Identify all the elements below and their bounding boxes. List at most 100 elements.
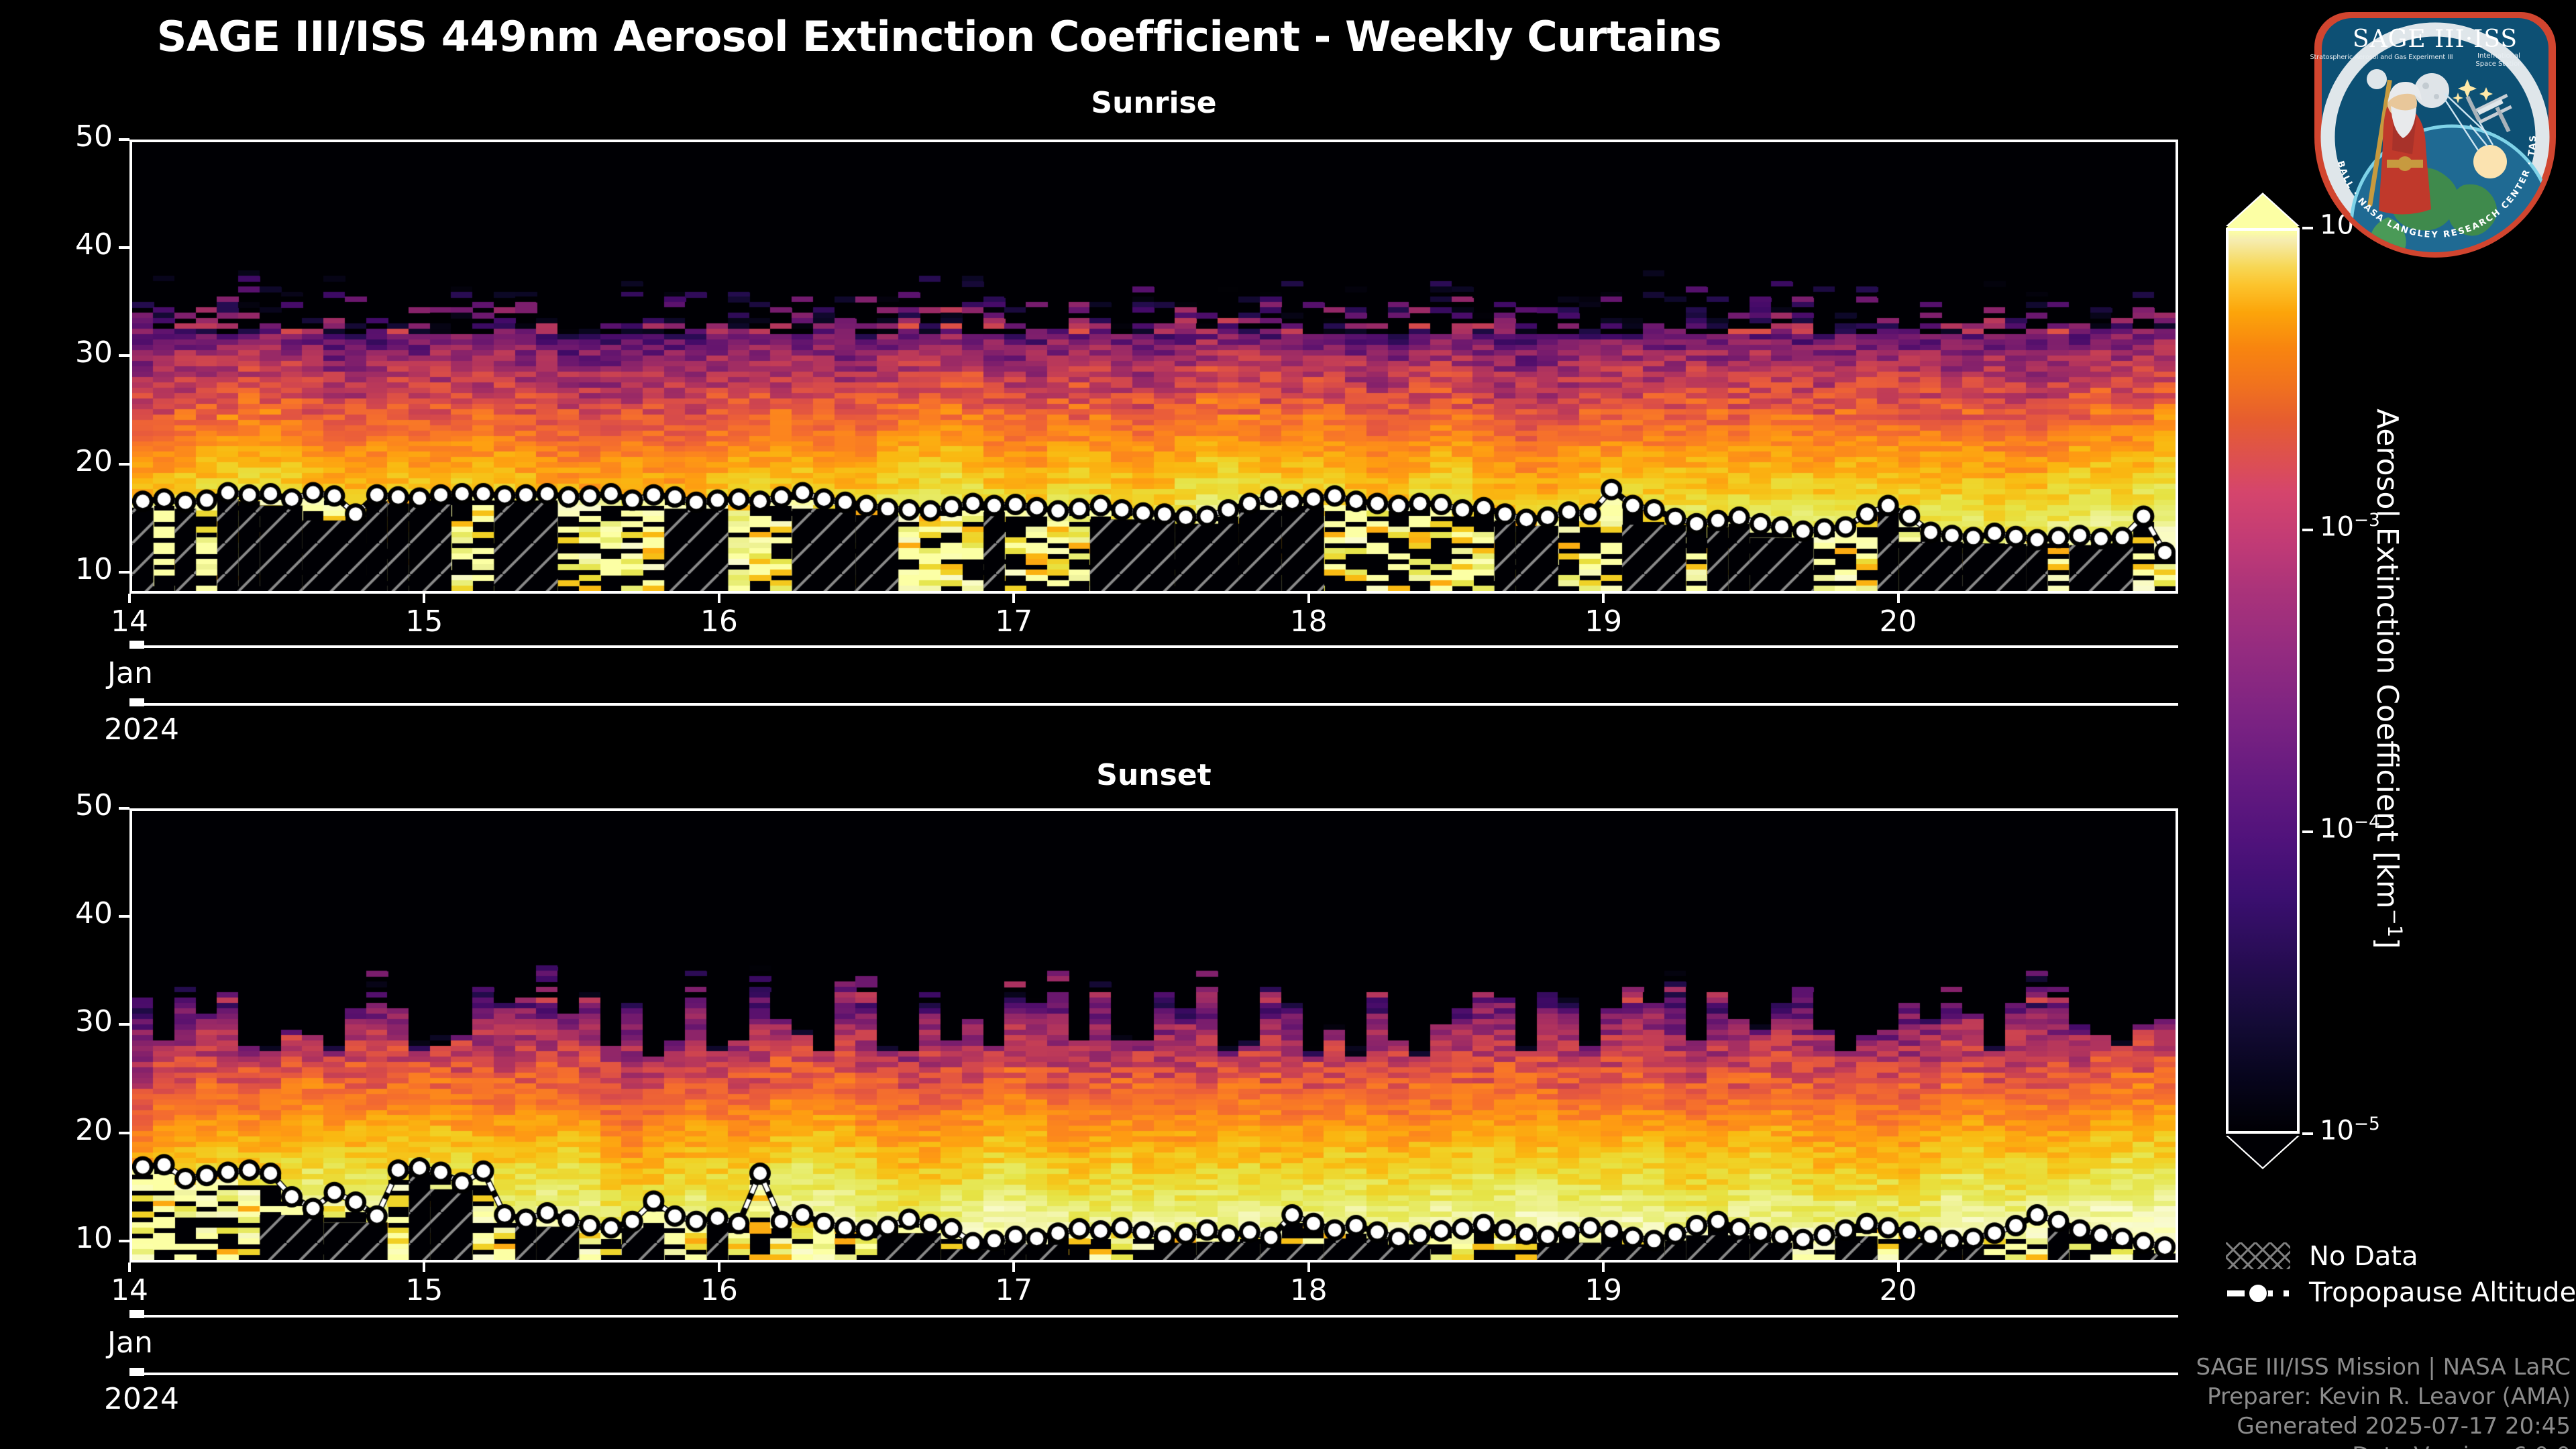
x-tick-mark-18 [1307,1263,1310,1272]
x-axis-month-rule-sunrise [129,645,2178,648]
y-tick-label-40: 40 [75,227,113,262]
heatmap-canvas-sunset [132,811,2176,1260]
x-axis-month-label-sunset: Jan [107,1326,153,1360]
legend: No Data Tropopause Altitude [2226,1238,2576,1311]
patch-iss [2465,93,2512,133]
x-axis-month-label-sunrise: Jan [107,656,153,690]
y-tick-mark-50 [119,138,129,141]
x-axis-year-label-sunrise: 2024 [104,712,179,747]
x-tick-mark-20 [1896,594,1900,603]
patch-subtitle-left: Stratospheric Aerosol and Gas Experiment… [2310,54,2453,61]
y-tick-label-40: 40 [75,896,113,931]
y-tick-label-10: 10 [75,551,113,586]
colorbar-under-arrow [2226,1134,2300,1167]
x-axis-year-rule-sunrise [129,703,2178,706]
y-tick-label-20: 20 [75,1112,113,1147]
x-axis-month-tick-sunset [129,1310,144,1318]
x-tick-mark-19 [1602,1263,1605,1272]
legend-item-tropopause[interactable]: Tropopause Altitude [2226,1275,2576,1311]
y-tick-label-50: 50 [75,119,113,154]
y-tick-label-50: 50 [75,788,113,822]
footer-line-preparer: Preparer: Kevin R. Leavor (AMA) [2207,1383,2571,1410]
x-tick-mark-20 [1896,1263,1900,1272]
x-tick-mark-19 [1602,594,1605,603]
legend-label-no-data: No Data [2309,1241,2418,1272]
x-tick-label-20: 20 [1879,1273,1917,1307]
colorbar-tick-label-−5: 10−5 [2320,1114,2380,1146]
x-tick-label-20: 20 [1879,604,1917,639]
colorbar-gradient [2226,228,2300,1134]
x-tick-mark-14 [128,594,131,603]
sage-iii-iss-mission-patch-logo: SAGE III·ISS Stratospheric Aerosol and G… [2304,0,2563,260]
colorbar [2226,195,2306,1167]
panel-title-sunrise: Sunrise [1091,86,1217,120]
x-axis-year-rule-sunset [129,1373,2178,1375]
y-tick-mark-40 [119,915,129,918]
patch-title: SAGE III·ISS [2353,25,2518,53]
colorbar-tick-label-−3: 10−3 [2320,510,2380,543]
colorbar-tick-mark-−3 [2302,529,2313,531]
patch-figure [2367,69,2431,215]
x-tick-label-19: 19 [1585,1273,1623,1307]
x-tick-mark-17 [1012,1263,1016,1272]
x-tick-mark-17 [1012,594,1016,603]
y-tick-mark-50 [119,807,129,810]
footer-credits: SAGE III/ISS Mission | NASA LaRC Prepare… [2196,1352,2571,1449]
x-axis-year-label-sunset: 2024 [104,1382,179,1416]
no-data-hatch-swatch [2226,1242,2290,1269]
x-axis-month-rule-sunset [129,1315,2178,1318]
x-tick-mark-14 [128,1263,131,1272]
patch-stars [2453,79,2493,103]
y-tick-label-10: 10 [75,1220,113,1255]
y-tick-mark-10 [119,570,129,574]
y-tick-mark-40 [119,246,129,250]
legend-label-tropopause: Tropopause Altitude [2309,1277,2576,1308]
x-tick-mark-15 [423,594,426,603]
patch-subtitle-right-2: Space Station [2475,60,2522,68]
panel-title-sunset: Sunset [1096,758,1212,792]
plot-area-sunset[interactable] [129,808,2178,1263]
footer-line-mission: SAGE III/ISS Mission | NASA LaRC [2196,1354,2571,1381]
x-axis-year-tick-sunrise [129,698,144,706]
x-tick-label-18: 18 [1289,1273,1328,1307]
dashed-line-with-circle-icon [2227,1283,2289,1303]
x-tick-label-16: 16 [700,1273,738,1307]
x-tick-label-15: 15 [405,1273,443,1307]
colorbar-tick-mark-−4 [2302,830,2313,833]
x-tick-mark-18 [1307,594,1310,603]
heatmap-canvas-sunrise [132,142,2176,591]
x-tick-label-15: 15 [405,604,443,639]
colorbar-label: Aerosol Extinction Coefficient [km−1] [2370,409,2406,949]
patch-sun [2473,145,2507,178]
x-tick-label-17: 17 [995,1273,1033,1307]
y-tick-mark-20 [119,1131,129,1134]
colorbar-over-arrow [2226,195,2300,228]
y-tick-label-20: 20 [75,443,113,478]
y-tick-mark-10 [119,1239,129,1242]
x-axis-month-tick-sunrise [129,641,144,649]
footer-line-version: Data Version: 6.0.0 [2196,1441,2571,1449]
y-tick-label-30: 30 [75,335,113,370]
x-tick-mark-16 [717,1263,720,1272]
colorbar-tick-mark-−5 [2302,1132,2313,1135]
page-title: SAGE III/ISS 449nm Aerosol Extinction Co… [156,12,1722,61]
y-tick-label-30: 30 [75,1004,113,1039]
colorbar-tick-label-−4: 10−4 [2320,812,2380,845]
y-tick-mark-30 [119,354,129,358]
x-tick-label-17: 17 [995,604,1033,639]
mission-patch-svg: SAGE III·ISS Stratospheric Aerosol and G… [2304,0,2556,258]
y-tick-mark-30 [119,1023,129,1026]
plot-area-sunrise[interactable] [129,140,2178,594]
x-axis-year-tick-sunset [129,1368,144,1376]
legend-item-no-data[interactable]: No Data [2226,1238,2575,1275]
x-tick-mark-16 [717,594,720,603]
x-tick-label-19: 19 [1585,604,1623,639]
patch-subtitle-right-1: International [2477,52,2520,60]
tropopause-line-swatch [2226,1279,2290,1305]
patch-moon [2414,73,2449,108]
x-tick-label-18: 18 [1289,604,1328,639]
x-tick-label-14: 14 [111,1273,148,1307]
x-tick-mark-15 [423,1263,426,1272]
x-tick-label-16: 16 [700,604,738,639]
